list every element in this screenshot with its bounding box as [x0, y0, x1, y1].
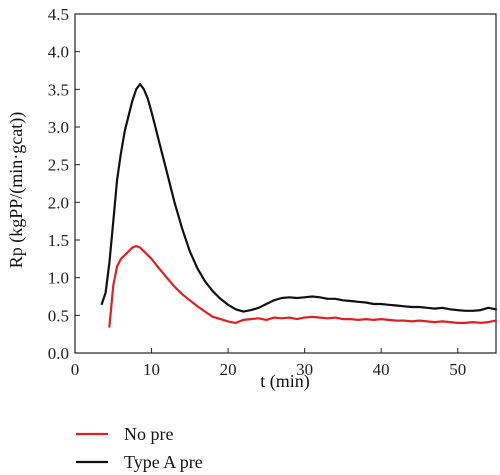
x-tick-label: 30	[296, 360, 313, 379]
y-tick-label: 1.0	[48, 269, 69, 288]
legend: No pre Type A pre	[76, 424, 203, 472]
plot-area	[74, 13, 498, 354]
series-line-no-pre	[108, 244, 498, 328]
series-line-type-a-pre	[100, 83, 498, 313]
x-tick-label: 0	[71, 360, 80, 379]
x-axis-ticks: 0 10 20 30 40 50	[71, 348, 466, 379]
legend-label: Type A pre	[124, 452, 203, 472]
y-tick-label: 3.0	[48, 118, 69, 137]
y-axis-title: Rp (kgPP/(min·gcat))	[6, 112, 27, 268]
plot-frame	[74, 13, 497, 354]
y-tick-label: 0.5	[48, 306, 69, 325]
y-tick-label: 4.5	[48, 5, 69, 24]
x-tick-label: 20	[220, 360, 237, 379]
x-tick-label: 10	[143, 360, 160, 379]
y-tick-label: 4.0	[48, 43, 69, 62]
y-tick-label: 2.0	[48, 193, 69, 212]
x-tick-label: 50	[449, 360, 466, 379]
x-axis-title: t (min)	[260, 371, 310, 392]
y-tick-label: 2.5	[48, 156, 69, 175]
y-tick-label: 0.0	[48, 344, 69, 363]
y-axis-ticks: 0.0 0.5 1.0 1.5 2.0 2.5 3.0 3.5 4.0 4.5	[48, 5, 80, 363]
y-tick-label: 1.5	[48, 231, 69, 250]
legend-label: No pre	[124, 424, 173, 444]
y-tick-label: 3.5	[48, 80, 69, 99]
x-tick-label: 40	[373, 360, 390, 379]
